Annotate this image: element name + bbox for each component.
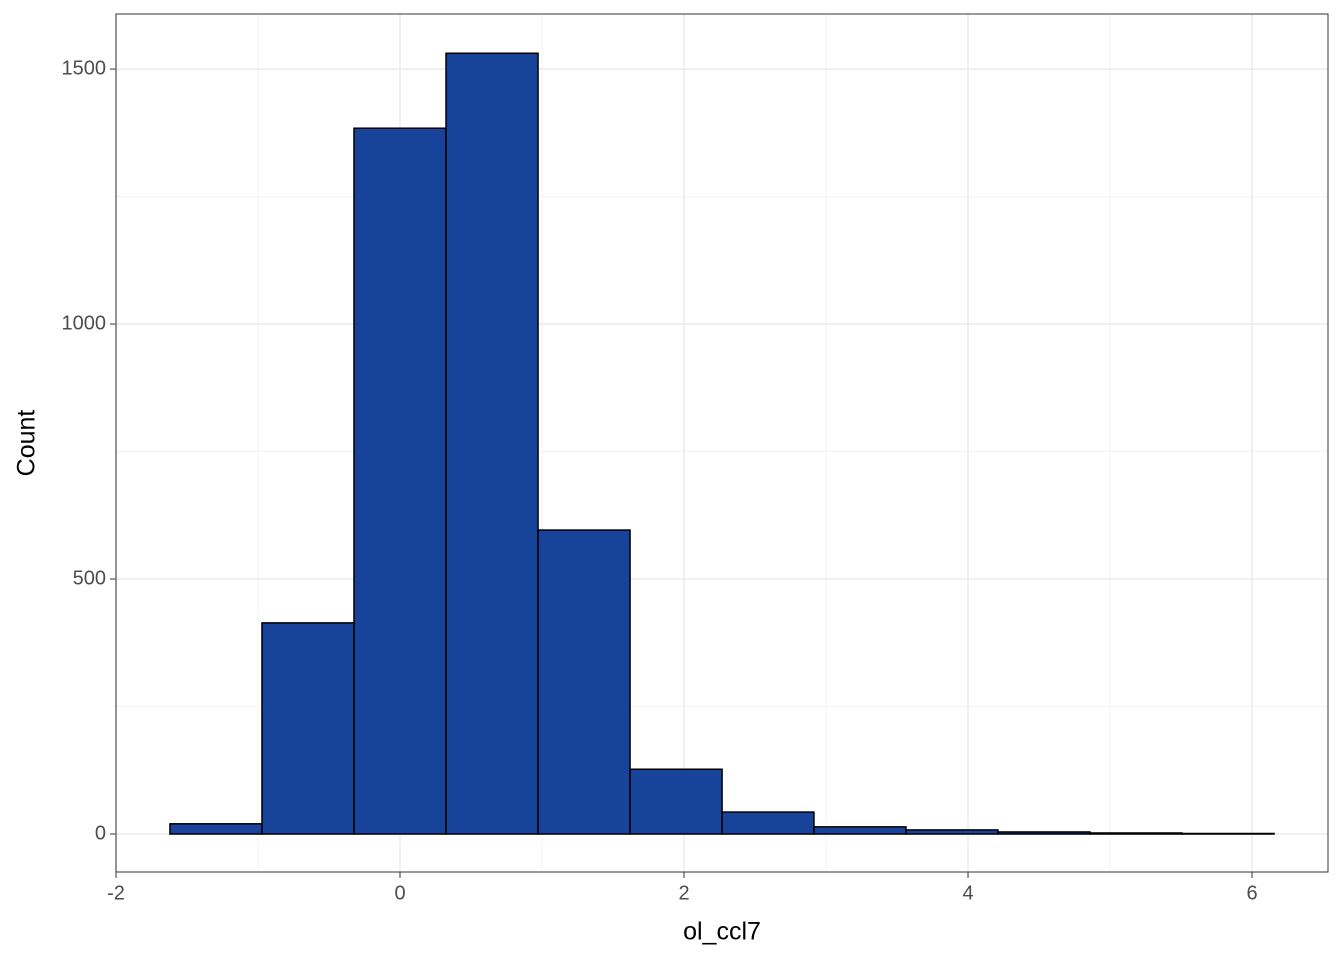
- bar: [353, 127, 447, 835]
- bar: [997, 831, 1091, 835]
- bar: [169, 823, 263, 835]
- x-axis-label: ol_ccl7: [683, 918, 761, 946]
- bar: [721, 811, 815, 835]
- bar: [1181, 832, 1275, 835]
- bar: [445, 52, 539, 835]
- bar: [261, 622, 355, 835]
- bar: [813, 826, 907, 835]
- y-axis-label: Count: [13, 410, 41, 477]
- x-tick-label: 4: [962, 882, 973, 904]
- bar: [629, 768, 723, 835]
- y-tick-label: 1500: [62, 57, 107, 79]
- x-tick-label: -2: [107, 882, 125, 904]
- y-tick-label: 0: [95, 822, 106, 844]
- x-tick-label: 6: [1246, 882, 1257, 904]
- bar: [905, 829, 999, 835]
- bar: [537, 529, 631, 835]
- y-tick-label: 500: [73, 567, 106, 589]
- panel-border: [115, 13, 1329, 873]
- x-tick-label: 2: [678, 882, 689, 904]
- x-tick-label: 0: [394, 882, 405, 904]
- bar: [1089, 832, 1183, 835]
- y-tick-label: 1000: [62, 312, 107, 334]
